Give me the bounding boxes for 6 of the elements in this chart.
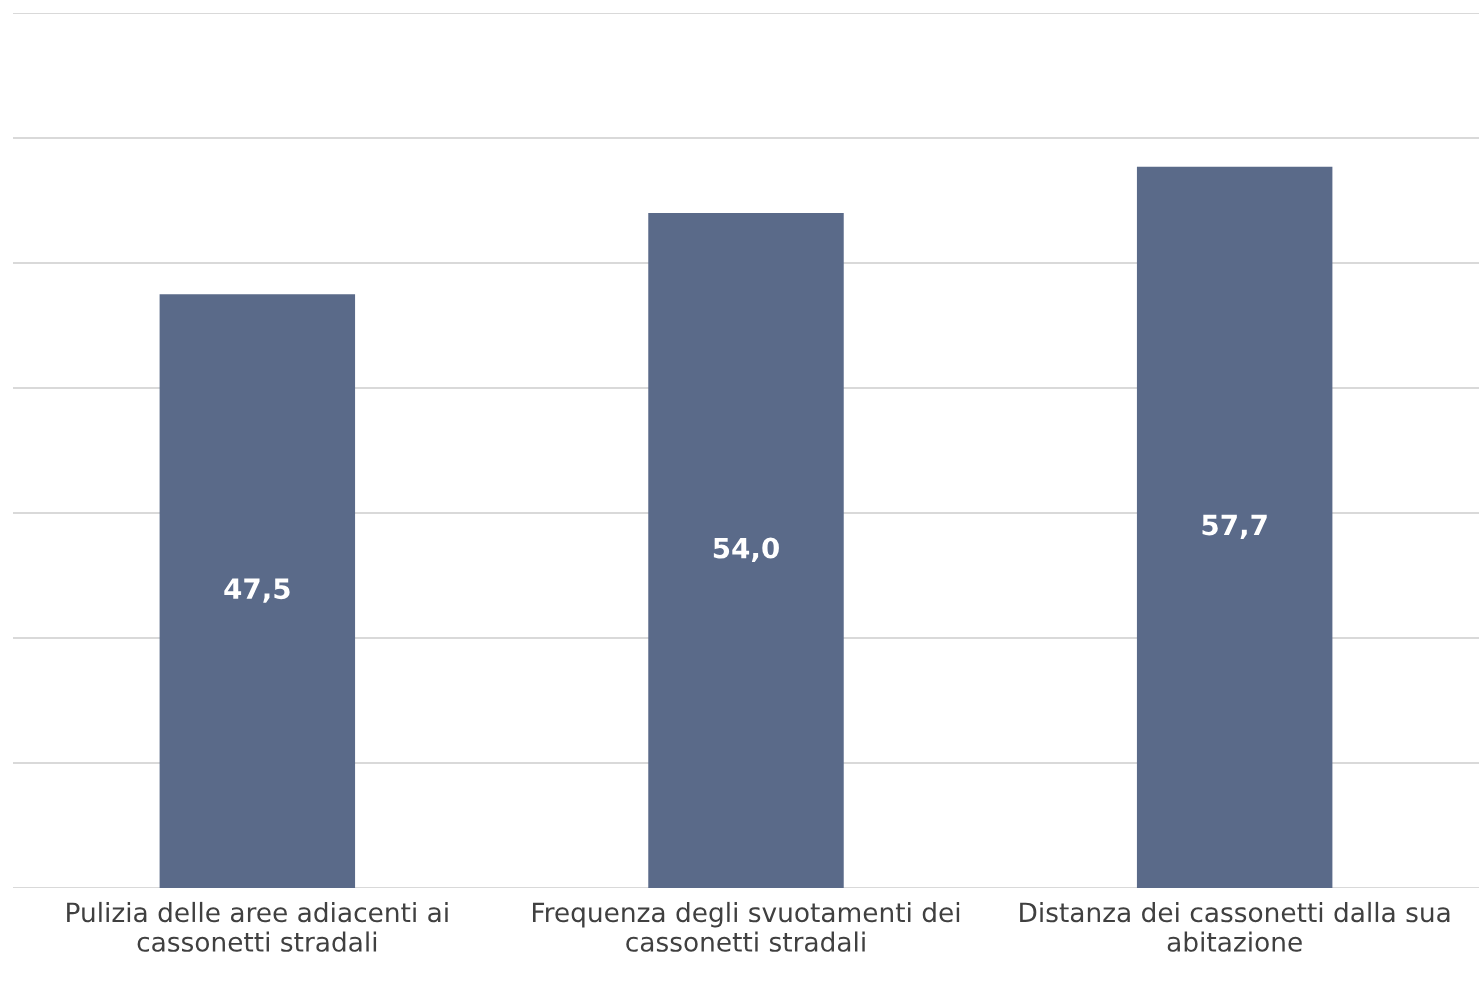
- x-tick-label: Distanza dei cassonetti dalla sua abitazione: [1020, 901, 1450, 952]
- data-label: 54,0: [713, 537, 779, 563]
- x-tick-label: Pulizia delle aree adiacenti ai cassonetti stradali: [67, 901, 448, 952]
- data-label: 47,5: [224, 578, 290, 603]
- x-tick-label: Frequenza degli svuotamenti dei cassonetti stradali: [532, 901, 960, 952]
- data-label: 57,7: [1202, 514, 1267, 539]
